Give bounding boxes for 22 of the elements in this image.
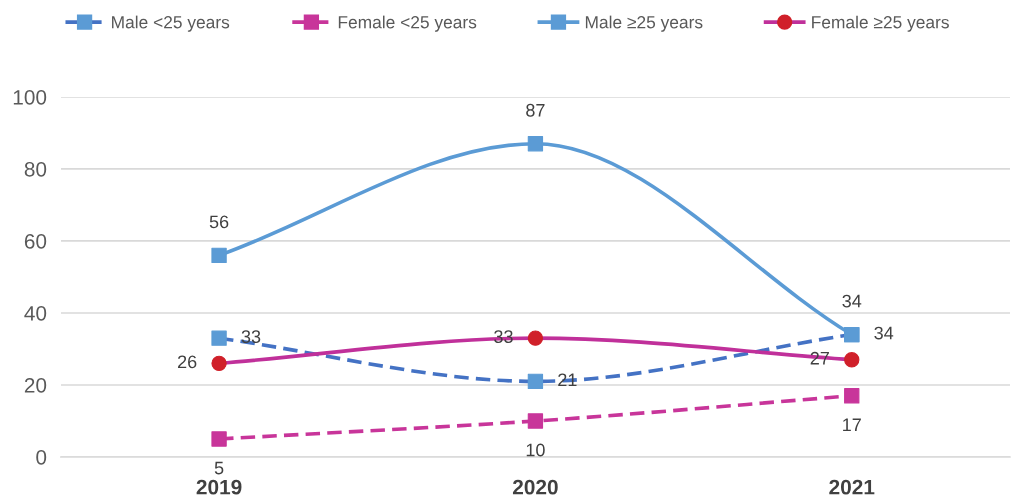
- data-label: 34: [874, 326, 894, 340]
- data-label: 5: [214, 461, 224, 475]
- data-label: 10: [526, 443, 545, 457]
- legend-label: Female <25 years: [338, 15, 477, 32]
- legend-label: Male <25 years: [112, 15, 230, 32]
- data-label: 17: [843, 418, 861, 431]
- y-tick-label: 40: [24, 305, 47, 321]
- x-tick-label: 2020: [512, 479, 558, 495]
- legend-label: Male ≥25 years: [585, 15, 703, 32]
- data-label: 56: [209, 215, 229, 229]
- x-tick-label: 2021: [829, 479, 875, 495]
- y-tick-label: 20: [24, 377, 47, 393]
- data-label: 26: [177, 355, 197, 369]
- data-label: 34: [842, 294, 862, 308]
- y-tick-label: 0: [36, 449, 47, 465]
- y-tick-label: 60: [24, 233, 47, 249]
- x-tick-label: 2019: [196, 479, 242, 495]
- y-tick-label: 80: [24, 161, 47, 177]
- legend-label: Female ≥25 years: [812, 15, 949, 32]
- data-label: 87: [526, 103, 545, 117]
- data-label: 33: [241, 330, 261, 344]
- y-tick-label: 100: [13, 89, 47, 105]
